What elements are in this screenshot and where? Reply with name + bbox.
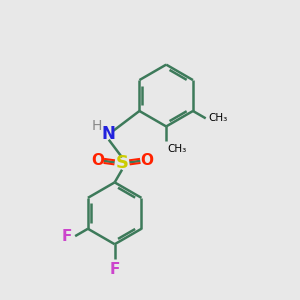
- Text: N: N: [102, 125, 116, 143]
- Text: O: O: [140, 153, 153, 168]
- Text: F: F: [110, 262, 120, 278]
- Text: O: O: [91, 153, 104, 168]
- Text: CH₃: CH₃: [208, 113, 227, 123]
- Text: H: H: [91, 119, 102, 134]
- Text: CH₃: CH₃: [168, 144, 187, 154]
- Text: F: F: [61, 229, 72, 244]
- Text: S: S: [116, 154, 128, 172]
